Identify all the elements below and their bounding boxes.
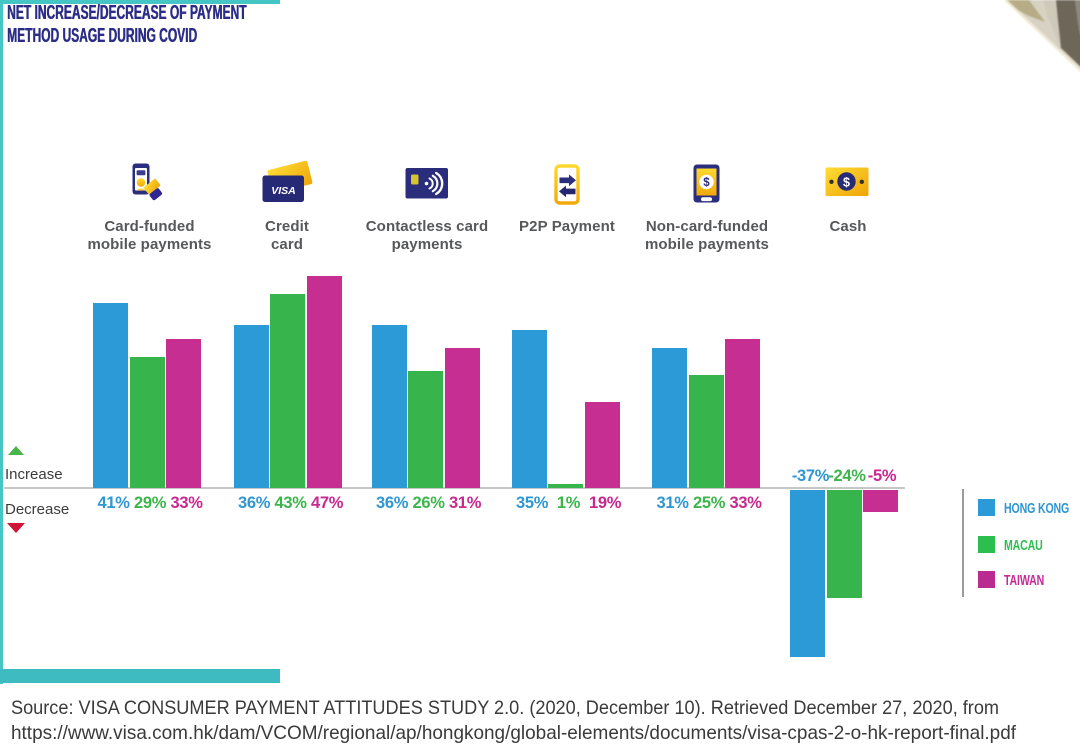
- svg-text:$: $: [703, 177, 710, 189]
- svg-text:$: $: [843, 175, 850, 189]
- svg-text:VISA: VISA: [271, 185, 296, 197]
